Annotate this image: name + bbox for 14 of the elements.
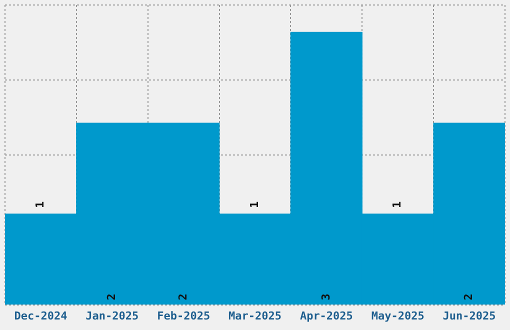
data-label: 1 (248, 200, 261, 208)
data-label: 1 (390, 200, 404, 208)
data-label: 2 (105, 294, 118, 300)
x-tick-label: Jun-2025 (442, 309, 496, 322)
x-tick-label: Mar-2025 (228, 309, 282, 322)
data-label: 1 (34, 200, 47, 208)
data-label: 3 (319, 294, 332, 300)
x-tick-label: Dec-2024 (14, 309, 68, 322)
data-label: 2 (176, 294, 190, 300)
x-tick-label: May-2025 (371, 309, 424, 322)
x-tick-label: Feb-2025 (157, 309, 210, 322)
x-tick-label: Apr-2025 (300, 309, 353, 322)
x-tick-label: Jan-2025 (86, 309, 139, 322)
data-label: 2 (462, 294, 476, 300)
